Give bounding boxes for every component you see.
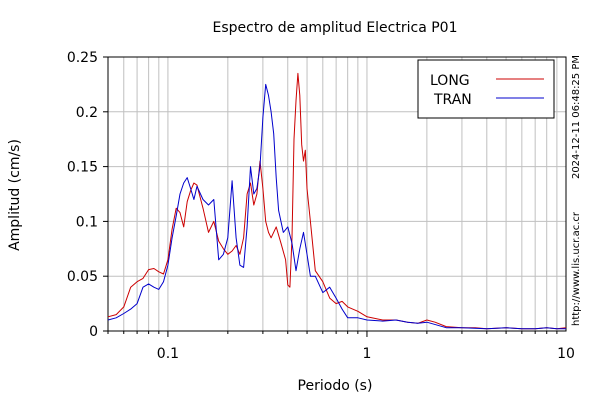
y-tick-label: 0.2 — [76, 105, 98, 121]
x-axis-label: Periodo (s) — [298, 378, 373, 394]
x-tick-label: 0.1 — [157, 346, 179, 362]
y-axis-label: Amplitud (cm/s) — [7, 139, 23, 251]
source-url-side-text: http://www.lis.ucr.ac.cr — [571, 211, 582, 326]
series-layer — [107, 72, 567, 330]
legend-label-tran: TRAN — [433, 92, 472, 108]
x-tick-label: 1 — [362, 346, 371, 362]
timestamp-side-text: 2024-12-11 06:48:25 PM — [571, 55, 582, 179]
y-tick-label: 0.05 — [67, 269, 98, 285]
y-tick-label: 0.15 — [67, 160, 98, 176]
y-tick-label: 0.1 — [76, 214, 98, 230]
x-tick-label: 10 — [557, 346, 575, 362]
series-line-tran — [107, 83, 566, 330]
legend-label-long: LONG — [430, 73, 470, 89]
legend: LONG TRAN — [417, 59, 555, 119]
y-tick-label: 0.25 — [67, 50, 98, 66]
chart-title: Espectro de amplitud Electrica P01 — [213, 20, 458, 36]
y-axis-ticks: 0 0.05 0.1 0.15 0.2 0.25 — [67, 50, 108, 340]
x-axis-ticks: 0.1 1 10 — [107, 331, 575, 362]
y-tick-label: 0 — [89, 324, 98, 340]
legend-box — [417, 59, 555, 119]
plot-frame — [107, 56, 567, 332]
